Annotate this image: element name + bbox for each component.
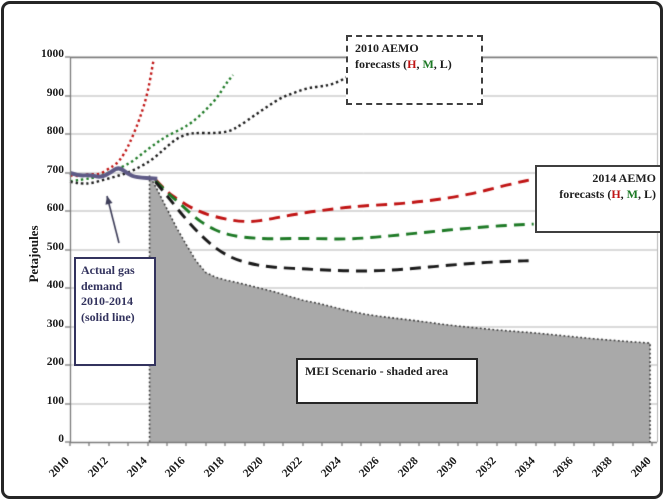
- annotation-2014-title: 2014 AEMO: [592, 171, 656, 185]
- label-l-low: L: [439, 56, 448, 71]
- y-tick-label: 500: [46, 240, 64, 253]
- annotation-mei-scenario: MEI Scenario - shaded area: [296, 358, 478, 404]
- y-tick-label: 400: [46, 279, 64, 291]
- y-tick-label: 900: [46, 86, 64, 99]
- y-tick-label: 300: [46, 317, 64, 330]
- annotation-2014-aemo-forecasts: 2014 AEMO forecasts (H, M, L): [535, 165, 660, 233]
- annotation-2010-aemo-forecasts: 2010 AEMO forecasts (H, M, L): [346, 35, 483, 105]
- annotation-2014-subtitle: forecasts (H, M, L): [559, 186, 656, 201]
- label-l-low: L: [643, 186, 652, 201]
- label-h-high: H: [611, 186, 621, 201]
- y-tick-label: 1000: [41, 48, 64, 60]
- label-m-medium: M: [626, 186, 638, 201]
- chart-canvas: [4, 4, 660, 496]
- y-tick-label: 200: [46, 356, 64, 368]
- annotation-actual-gas-demand: Actual gas demand 2010-2014 (solid line): [74, 257, 156, 366]
- annotation-2010-subtitle: forecasts (H, M, L): [355, 56, 452, 71]
- chart-frame: Petajoules 0 100 200 300 400 500 600 700 800 900 1…: [1, 1, 663, 499]
- y-tick-label: 600: [46, 202, 64, 214]
- y-tick-label: 0: [58, 433, 64, 445]
- label-h-high: H: [407, 56, 417, 71]
- y-axis-title: Petajoules: [26, 225, 41, 283]
- label-m-medium: M: [422, 56, 434, 71]
- y-tick-label: 100: [46, 394, 64, 407]
- y-tick-label: 800: [46, 125, 64, 137]
- y-tick-label: 700: [46, 163, 64, 176]
- annotation-2010-title: 2010 AEMO: [355, 41, 419, 55]
